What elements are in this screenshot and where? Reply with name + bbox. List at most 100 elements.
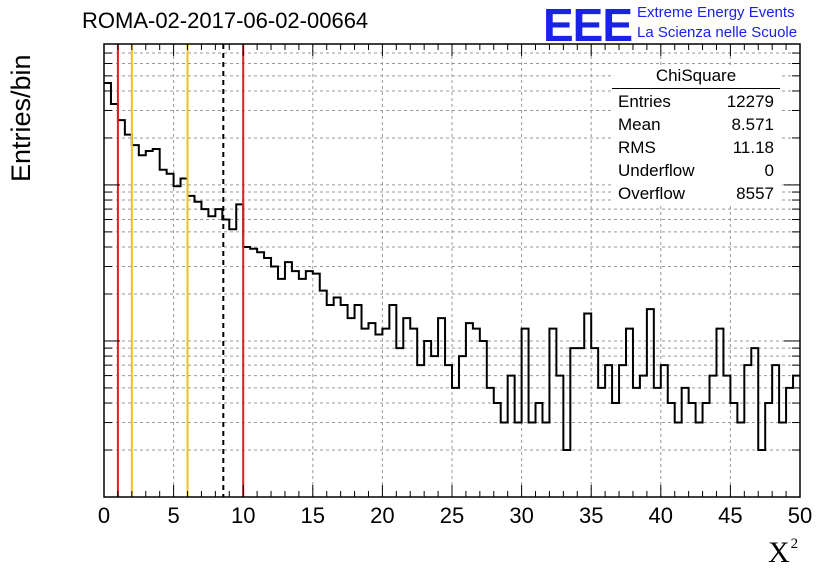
- histogram-bin: [445, 365, 452, 497]
- histogram-bin: [368, 323, 375, 497]
- x-axis-label-superscript: 2: [790, 536, 799, 552]
- histogram-bin: [306, 271, 313, 497]
- histogram-bin: [765, 403, 772, 497]
- histogram-bin: [591, 348, 598, 497]
- histogram-bin: [431, 356, 438, 497]
- stats-value: 0: [764, 161, 774, 180]
- stats-value: 8557: [736, 184, 774, 203]
- histogram-bin: [146, 151, 153, 497]
- histogram-bin: [417, 365, 424, 497]
- histogram-bin: [522, 329, 529, 497]
- histogram-bin: [167, 174, 174, 497]
- histogram-bin: [703, 403, 710, 497]
- histogram-bin: [334, 297, 341, 497]
- histogram-bin: [605, 365, 612, 497]
- logo-line-2: La Scienza nelle Scuole: [637, 24, 798, 41]
- stats-row-entries: Entries 12279: [612, 90, 780, 113]
- x-tick-label: 15: [301, 503, 325, 528]
- histogram-bin: [772, 365, 779, 497]
- histogram-bin: [375, 335, 382, 497]
- histogram-bin: [278, 279, 285, 497]
- x-tick-label: 35: [579, 503, 603, 528]
- histogram-bin: [640, 376, 647, 497]
- stats-label: RMS: [618, 138, 656, 157]
- stats-value: 12279: [726, 92, 774, 111]
- histogram-bin: [389, 305, 396, 497]
- histogram-bin: [619, 365, 626, 497]
- histogram-bin: [243, 247, 250, 497]
- histogram-bin: [654, 388, 661, 497]
- histogram-bin: [793, 376, 800, 497]
- histogram-bin: [257, 252, 264, 497]
- histogram-bin: [355, 305, 362, 497]
- histogram-bin: [181, 178, 188, 497]
- histogram-bin: [382, 329, 389, 497]
- y-tick-label: 10: [72, 0, 96, 5]
- histogram-bin: [675, 423, 682, 497]
- histogram-bin: [577, 348, 584, 497]
- histogram-bin: [396, 348, 403, 497]
- histogram-bin: [236, 204, 243, 497]
- histogram-bin: [174, 186, 181, 497]
- histogram-bin: [229, 229, 236, 497]
- histogram-bin: [668, 403, 675, 497]
- histogram-bin: [598, 388, 605, 497]
- histogram-bin: [285, 262, 292, 497]
- histogram-bin: [542, 423, 549, 497]
- histogram-bin: [556, 376, 563, 497]
- stats-row-underflow: Underflow 0: [612, 159, 780, 182]
- stats-row-overflow: Overflow 8557: [612, 182, 780, 205]
- stats-label: Overflow: [618, 184, 686, 203]
- histogram-bin: [751, 348, 758, 497]
- histogram-bin: [744, 365, 751, 497]
- histogram-bin: [737, 423, 744, 497]
- histogram-bin: [438, 318, 445, 497]
- histogram-bin: [132, 145, 139, 497]
- histogram-bin: [348, 318, 355, 497]
- histogram-bin: [723, 376, 730, 497]
- histogram-bin: [626, 329, 633, 497]
- histogram-bin: [125, 135, 132, 497]
- histogram-bin: [320, 291, 327, 497]
- histogram-bin: [299, 279, 306, 497]
- stats-box: ChiSquare Entries 12279 Mean 8.571 RMS 1…: [612, 66, 780, 205]
- histogram-bin: [201, 209, 208, 497]
- histogram-bin: [410, 329, 417, 497]
- stats-label: Mean: [618, 115, 661, 134]
- x-tick-label: 50: [788, 503, 812, 528]
- histogram-bin: [473, 329, 480, 497]
- stats-value: 11.18: [732, 138, 774, 157]
- histogram-bin: [786, 388, 793, 497]
- histogram-bin: [501, 423, 508, 497]
- tick-labels: 05101520253035404550110102: [64, 0, 813, 528]
- histogram-bin: [271, 267, 278, 497]
- histogram-bin: [494, 403, 501, 497]
- histogram-bin: [362, 329, 369, 497]
- histogram-bin: [403, 318, 410, 497]
- reference-lines: [116, 44, 245, 497]
- histogram-bin: [682, 388, 689, 497]
- histogram-bin: [452, 388, 459, 497]
- y-axis-label: Entries/bin: [6, 54, 36, 182]
- histogram-bin: [104, 83, 111, 497]
- stats-row-rms: RMS 11.18: [612, 136, 780, 159]
- histogram-bin: [327, 305, 334, 497]
- histogram-bin: [563, 450, 570, 497]
- histogram-bin: [487, 388, 494, 497]
- y-tick-label: 10: [64, 0, 88, 5]
- x-axis-label: X2: [768, 536, 798, 570]
- histogram-bin: [529, 423, 536, 497]
- histogram-bin: [194, 202, 201, 497]
- histogram-bin: [536, 403, 543, 497]
- histogram-bin: [633, 388, 640, 497]
- histogram-bin: [758, 450, 765, 497]
- histogram-bin: [313, 274, 320, 497]
- histogram-bin: [696, 423, 703, 497]
- histogram-bin: [424, 341, 431, 497]
- histogram-bin: [612, 403, 619, 497]
- histogram-bin: [584, 313, 591, 497]
- x-axis-label-text: X: [768, 536, 790, 569]
- histogram-bin: [716, 329, 723, 497]
- histogram-bin: [139, 155, 146, 497]
- histogram-bin: [730, 403, 737, 497]
